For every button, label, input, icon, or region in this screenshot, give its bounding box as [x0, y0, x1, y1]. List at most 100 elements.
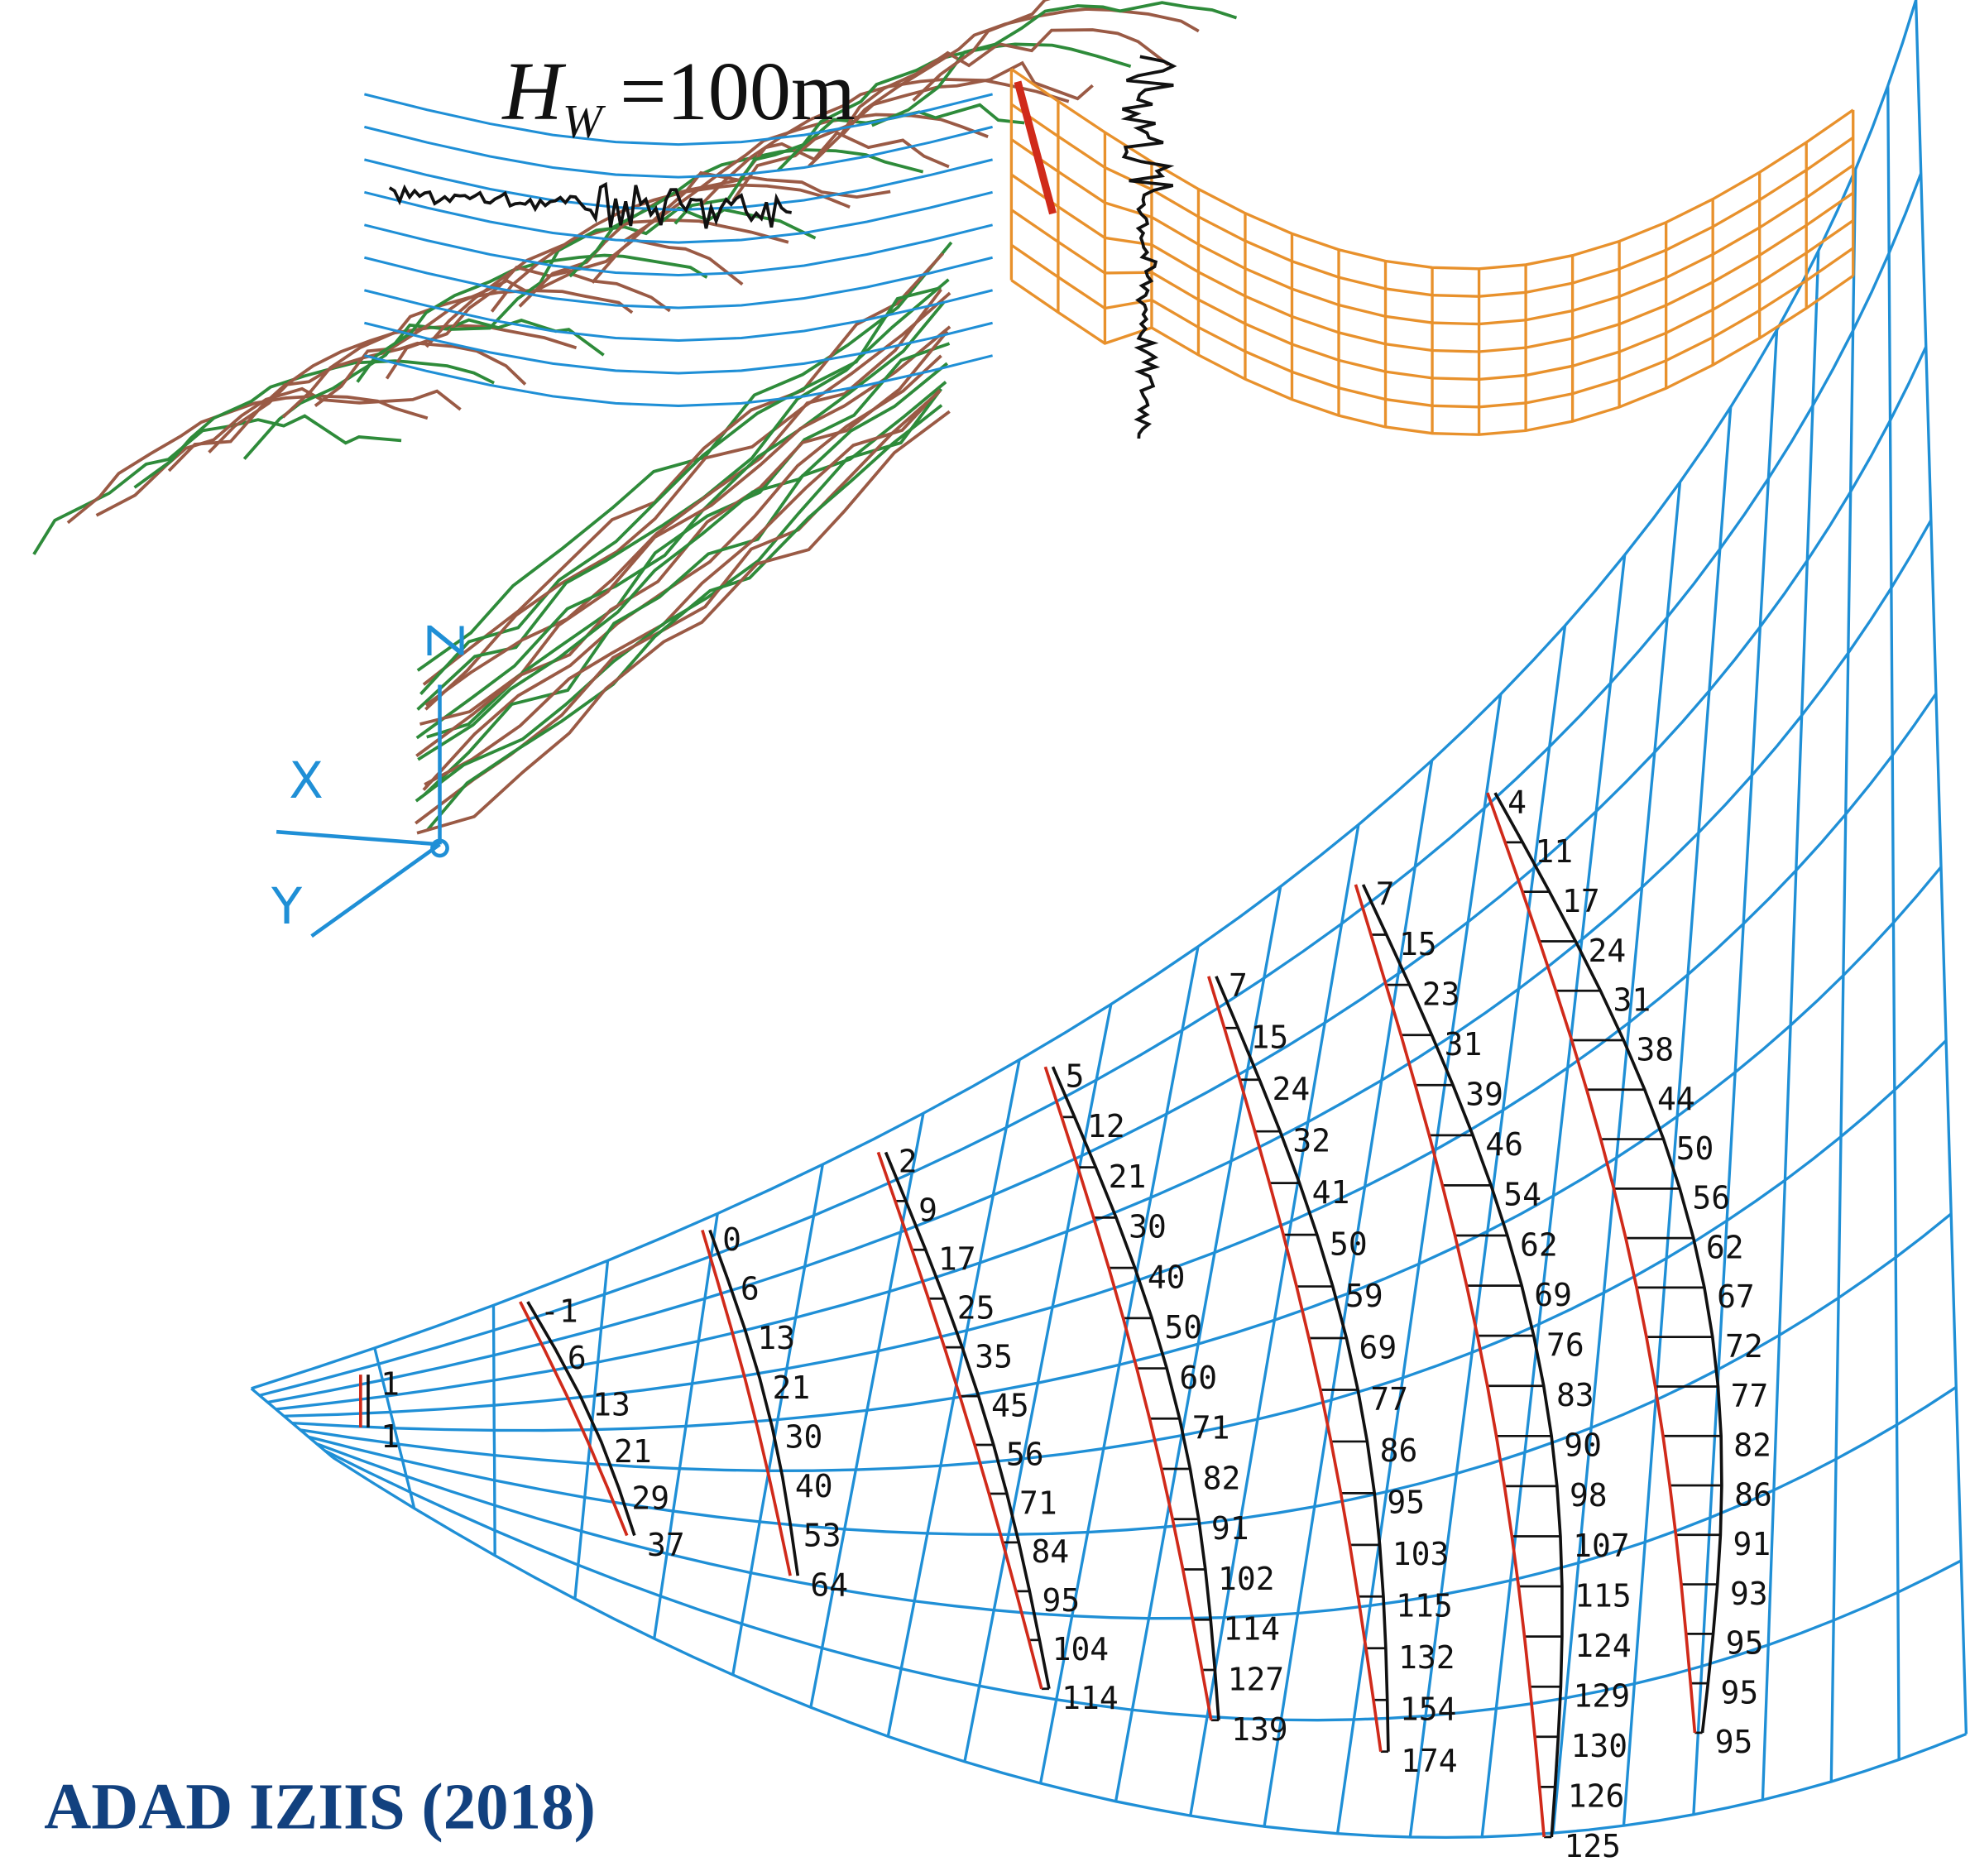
origin: [430, 838, 449, 858]
displacement-label: 37: [647, 1527, 685, 1563]
displacement-label: 30: [1129, 1209, 1167, 1245]
contour: [591, 131, 950, 284]
upper-mesh: [364, 321, 993, 375]
displacement-label: 125: [1564, 1828, 1621, 1864]
displacement-label: 40: [795, 1468, 833, 1504]
displacement-label: 9: [918, 1192, 937, 1229]
deformed-profile: [708, 1229, 800, 1576]
displacement-label: 11: [1535, 833, 1573, 870]
contour: [426, 342, 951, 739]
contour: [66, 394, 429, 525]
displacement-label: 114: [1062, 1680, 1119, 1716]
displacement-label: 77: [1731, 1378, 1769, 1414]
symbol: H: [501, 46, 566, 137]
displacement-label: 132: [1398, 1639, 1455, 1676]
contour: [415, 300, 946, 740]
initial-profile: [1043, 1066, 1213, 1721]
displacement-label: 82: [1203, 1460, 1241, 1496]
displacement-label: 17: [1562, 883, 1600, 919]
displacement-label: 13: [757, 1320, 795, 1356]
displacement-label: 129: [1574, 1677, 1631, 1714]
displacement-label: 59: [1345, 1278, 1383, 1314]
mesh-line: [284, 693, 1938, 1418]
displacement-label: 71: [1019, 1485, 1057, 1521]
displacement-label: 21: [773, 1370, 811, 1406]
upper-mesh: [364, 190, 993, 244]
displacement-label: 13: [592, 1386, 630, 1423]
contour: [133, 359, 495, 489]
mesh-line: [251, 0, 1918, 1390]
initial-profile: [1486, 792, 1697, 1734]
coordinate-axes: [276, 684, 449, 938]
contour: [416, 410, 951, 835]
displacement-profiles: 11-1613212937061321304053642917253545567…: [359, 784, 1772, 1864]
initial-profile: [701, 1230, 792, 1576]
displacement-label: 62: [1520, 1226, 1558, 1263]
displacement-label: 30: [785, 1418, 823, 1455]
displacement-label: 69: [1534, 1277, 1572, 1313]
displacement-label: 83: [1556, 1377, 1594, 1413]
displacement-label: 95: [1726, 1625, 1764, 1662]
mesh-line: [308, 1212, 1953, 1536]
displacement-label: 95: [1387, 1485, 1425, 1521]
displacement-label: 72: [1725, 1328, 1763, 1365]
displacement-label: 21: [614, 1433, 652, 1470]
displacement-label: 50: [1330, 1226, 1368, 1262]
contour: [167, 341, 527, 473]
initial-profile: [1207, 976, 1383, 1752]
displacement-label: 24: [1589, 933, 1627, 969]
seismic-trace: [388, 181, 792, 229]
displacement-label: 77: [1370, 1381, 1408, 1418]
displacement-label: 31: [1445, 1026, 1483, 1063]
displacement-label: 60: [1179, 1360, 1217, 1396]
displacement-label: 53: [803, 1518, 841, 1554]
displacement-label: 114: [1223, 1611, 1280, 1648]
displacement-label: 174: [1401, 1743, 1458, 1779]
mesh-line: [267, 346, 1928, 1404]
displacement-label: 90: [1564, 1427, 1602, 1464]
initial-profile: [519, 1301, 629, 1537]
mesh-line: [332, 1456, 1967, 1840]
displacement-label: 45: [991, 1387, 1029, 1423]
displacement-label: 32: [1292, 1122, 1330, 1159]
deformed-profile: [884, 1151, 1051, 1690]
displacement-label: 115: [1575, 1577, 1632, 1614]
contour: [356, 253, 708, 383]
terrain-model: [32, 0, 1238, 835]
upper-mesh: [364, 289, 993, 343]
displacement-label: 69: [1359, 1329, 1397, 1365]
displacement-label: 6: [568, 1340, 587, 1376]
contour: [422, 354, 942, 791]
displacement-label: 154: [1400, 1691, 1457, 1728]
deformed-profile: [1215, 976, 1390, 1752]
initial-profile: [876, 1151, 1043, 1690]
upper-mesh: [364, 223, 993, 277]
contour: [417, 362, 948, 761]
displacement-label: 29: [631, 1480, 669, 1516]
z-label: Z: [415, 623, 472, 658]
displacement-label: 7: [1376, 876, 1395, 912]
water-level: HW =100m: [501, 46, 855, 147]
y-label: Y: [271, 878, 303, 936]
contour: [698, 78, 1070, 208]
upper-mesh: [364, 354, 993, 407]
displacement-label: 95: [1715, 1724, 1753, 1760]
displacement-label: 40: [1148, 1259, 1186, 1295]
deformed-profile: [526, 1301, 636, 1537]
displacement-label: 84: [1032, 1533, 1070, 1570]
displacement-label: 15: [1399, 926, 1437, 962]
mesh-line: [324, 1449, 1963, 1722]
x-label: X: [289, 752, 324, 810]
contour: [281, 289, 634, 419]
displacement-label: 17: [938, 1241, 976, 1278]
deformed-profile: [1051, 1066, 1220, 1720]
displacement-label: 95: [1043, 1582, 1081, 1619]
upper-mesh: [364, 93, 993, 146]
displacement-label: 21: [1109, 1159, 1147, 1195]
displacement-label: 2: [899, 1144, 918, 1180]
displacement-label: 103: [1392, 1536, 1450, 1572]
displacement-label: 139: [1231, 1711, 1288, 1748]
contour: [840, 7, 1200, 137]
displacement-label: 15: [1251, 1020, 1289, 1056]
